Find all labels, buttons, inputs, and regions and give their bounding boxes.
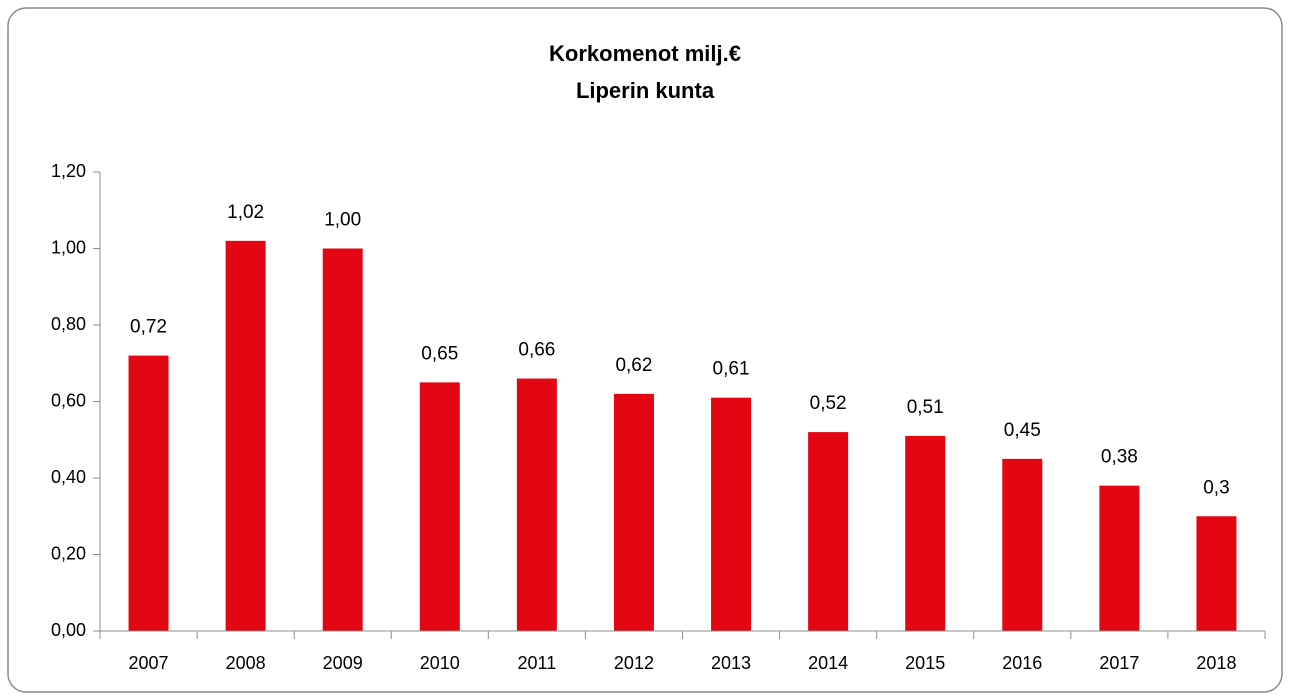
y-tick-label: 0,80 — [51, 314, 86, 334]
x-tick-label: 2011 — [518, 653, 557, 673]
bar — [1002, 458, 1043, 631]
bar — [516, 378, 557, 631]
chart-title: Korkomenot milj.€ — [549, 41, 741, 66]
chart-subtitle: Liperin kunta — [576, 78, 715, 103]
data-label: 0,61 — [713, 359, 750, 380]
bar — [613, 393, 654, 631]
x-tick-label: 2008 — [226, 653, 266, 673]
data-label: 0,52 — [810, 393, 847, 414]
data-label: 0,72 — [130, 317, 167, 338]
bar — [128, 355, 169, 631]
data-label: 0,45 — [1004, 420, 1041, 441]
y-tick-label: 1,20 — [51, 161, 86, 181]
x-tick-label: 2010 — [420, 653, 460, 673]
x-tick-label: 2007 — [129, 653, 169, 673]
x-tick-label: 2013 — [711, 653, 751, 673]
bar — [808, 432, 849, 631]
bar — [322, 248, 363, 631]
x-tick-label: 2016 — [1002, 653, 1042, 673]
data-label: 0,3 — [1203, 477, 1229, 498]
bar — [905, 435, 946, 631]
y-tick-label: 0,00 — [51, 620, 86, 640]
y-tick-label: 0,40 — [51, 467, 86, 487]
data-label: 0,66 — [518, 340, 555, 361]
data-label: 0,38 — [1101, 447, 1138, 468]
bar — [419, 382, 460, 631]
bar — [711, 397, 752, 631]
bar — [225, 240, 266, 631]
x-tick-label: 2018 — [1196, 653, 1236, 673]
x-tick-label: 2015 — [905, 653, 945, 673]
data-label: 0,62 — [615, 355, 652, 376]
x-tick-label: 2014 — [808, 653, 848, 673]
data-label: 0,65 — [421, 343, 458, 364]
y-tick-label: 0,20 — [51, 543, 86, 563]
bar — [1099, 485, 1140, 631]
data-label: 1,00 — [324, 210, 361, 231]
data-label: 1,02 — [227, 202, 264, 223]
x-tick-label: 2009 — [323, 653, 363, 673]
data-label: 0,51 — [907, 397, 944, 418]
bar — [1196, 516, 1237, 631]
x-tick-label: 2017 — [1099, 653, 1139, 673]
y-tick-label: 1,00 — [51, 237, 86, 257]
y-tick-label: 0,60 — [51, 390, 86, 410]
x-tick-label: 2012 — [614, 653, 654, 673]
